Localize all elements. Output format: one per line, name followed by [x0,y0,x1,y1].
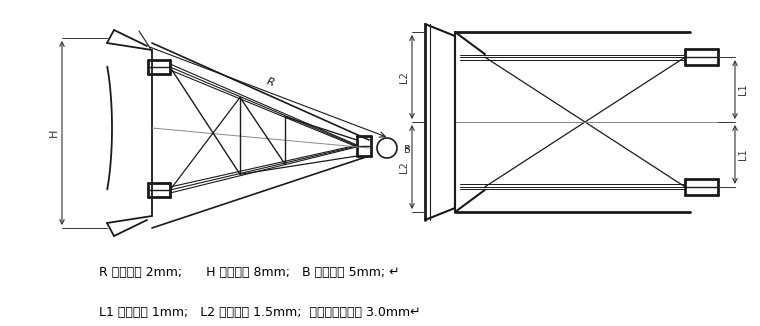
Text: B: B [404,145,410,155]
Text: L2: L2 [399,71,409,83]
Text: H: H [49,129,59,137]
Text: R: R [264,76,275,88]
Text: R 允许偏差 2mm;      H 允许偏差 8mm;   B 允许偏差 5mm; ↵: R 允许偏差 2mm; H 允许偏差 8mm; B 允许偏差 5mm; ↵ [99,266,400,279]
Text: L1: L1 [738,84,748,96]
Text: L2: L2 [399,161,409,173]
Text: L1: L1 [738,149,748,160]
Text: L1 允许偏差 1mm;   L2 允许偏差 1.5mm;  对角线允许偏差 3.0mm↵: L1 允许偏差 1mm; L2 允许偏差 1.5mm; 对角线允许偏差 3.0m… [99,306,420,319]
